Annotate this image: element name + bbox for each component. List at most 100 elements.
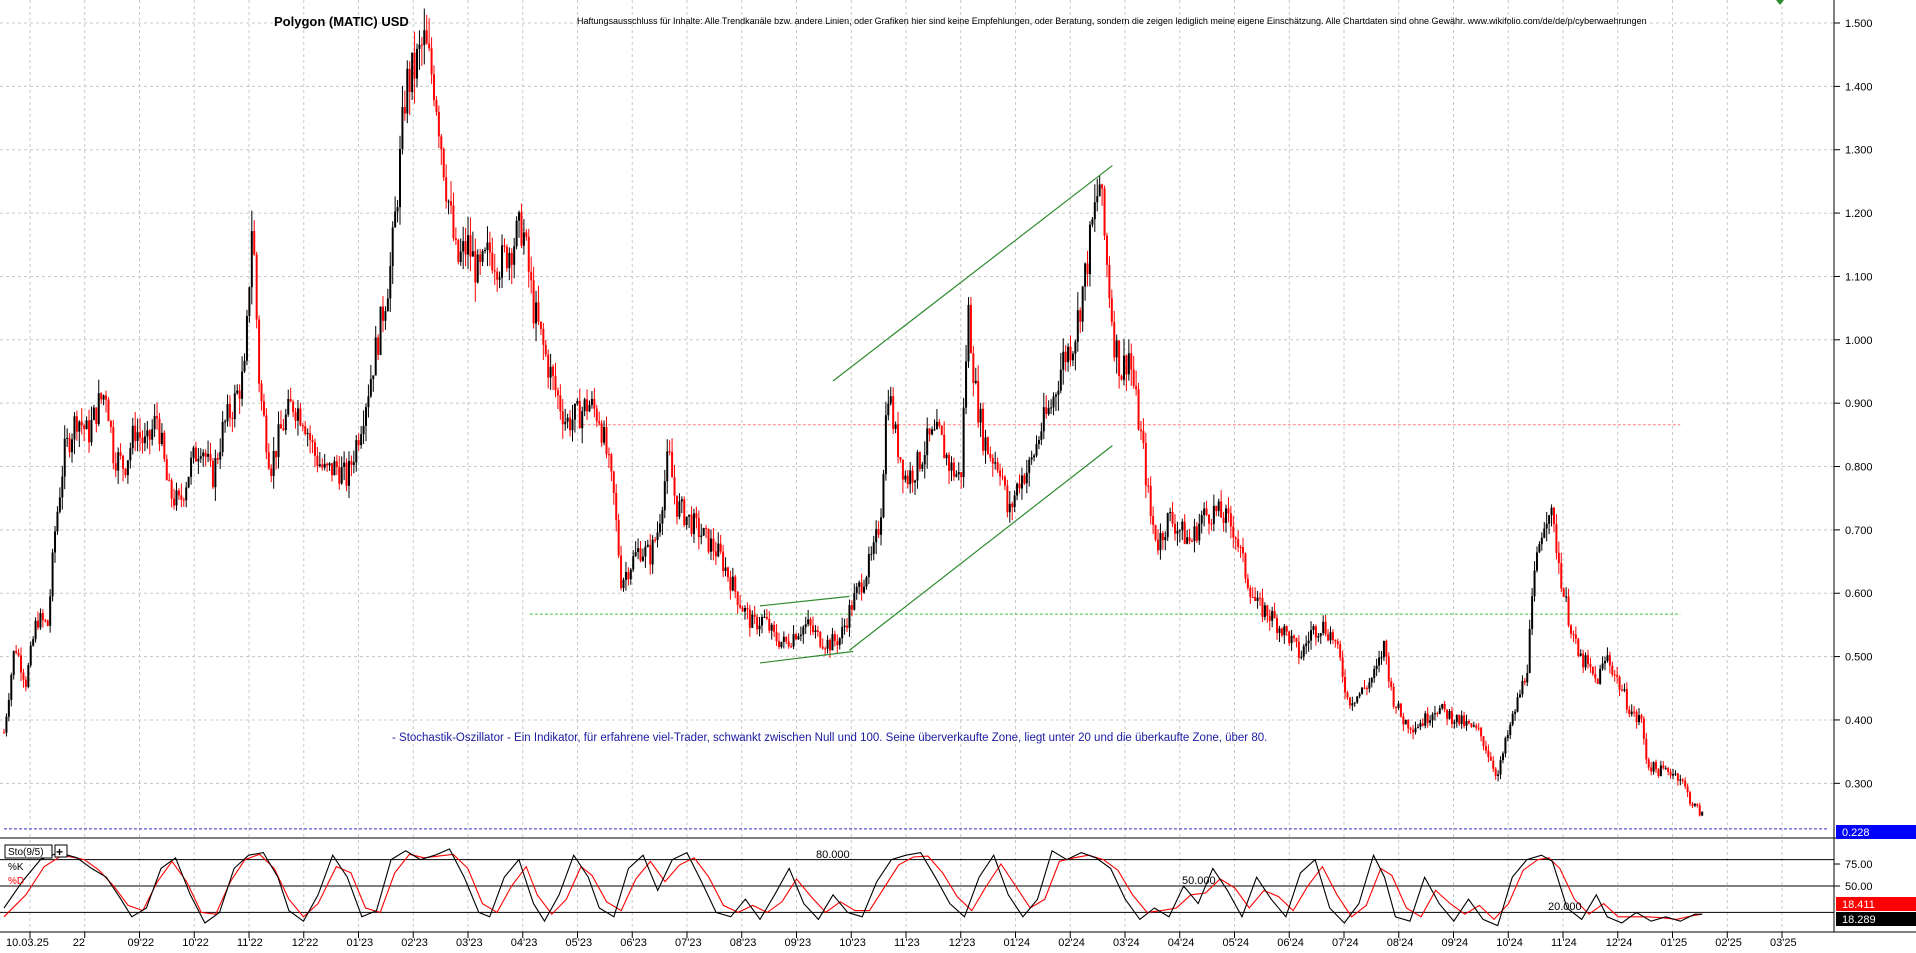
price-candle-body: [1448, 711, 1451, 719]
price-candle-body: [1033, 455, 1036, 458]
price-candle-body: [1327, 634, 1330, 641]
price-candle-body: [1186, 537, 1189, 544]
price-candle-body: [952, 462, 955, 477]
price-candle-body: [109, 421, 112, 427]
indicator-expand-button[interactable]: [54, 844, 68, 858]
price-candle-body: [1001, 476, 1004, 478]
price-candle-body: [612, 471, 615, 493]
price-candle-body: [1681, 779, 1684, 781]
price-candle-body: [1110, 298, 1113, 323]
date-tick-label: 03'25: [1770, 937, 1797, 948]
price-candle-body: [1419, 723, 1422, 727]
price-candle-body: [1412, 729, 1415, 733]
price-candle-body: [1635, 711, 1638, 723]
price-candle-body: [250, 231, 253, 288]
price-candle-body: [1208, 514, 1211, 524]
price-candle-body: [1363, 687, 1366, 689]
price-candle-body: [1584, 655, 1587, 668]
price-candle-body: [141, 437, 144, 444]
price-candle-body: [1523, 680, 1526, 683]
price-candle-body: [1426, 713, 1429, 723]
price-candle-body: [1599, 668, 1602, 684]
price-candle-body: [1346, 692, 1349, 698]
price-candle-body: [1399, 703, 1402, 717]
price-candle-body: [282, 428, 285, 431]
price-candle-body: [255, 254, 258, 320]
price-candle-body: [1166, 513, 1169, 538]
price-candle-body: [1101, 184, 1104, 189]
price-candle-body: [637, 548, 640, 553]
price-candle-body: [231, 417, 234, 420]
date-tick-label: 08'24: [1387, 937, 1414, 948]
price-candle-body: [1052, 396, 1055, 408]
price-candle-body: [265, 415, 268, 453]
price-candle-body: [967, 304, 970, 362]
price-candle-body: [559, 395, 562, 412]
price-candle-body: [1446, 709, 1449, 719]
price-candle-body: [858, 582, 861, 587]
price-candle-body: [1465, 721, 1468, 726]
indicator-label-box[interactable]: [4, 844, 53, 859]
price-candle-body: [1492, 760, 1495, 769]
date-tick-label: 01'23: [347, 937, 374, 948]
price-candle-body: [1025, 472, 1028, 484]
price-candle-body: [1521, 680, 1524, 695]
price-candle-body: [153, 416, 156, 430]
price-candle-body: [1305, 643, 1308, 647]
date-tick-label: 02'24: [1058, 937, 1085, 948]
price-candle-body: [1506, 735, 1509, 739]
price-candle-body: [503, 245, 506, 247]
price-candle-body: [435, 100, 438, 113]
price-candle-body: [1054, 394, 1057, 397]
date-tick-label: 02'25: [1715, 937, 1742, 948]
price-candle-body: [491, 252, 494, 271]
price-candle-body: [211, 460, 214, 488]
price-candle-body: [260, 383, 263, 402]
price-candle-body: [1630, 711, 1633, 715]
date-tick-label: 07'23: [675, 937, 702, 948]
date-tick-label: 09'23: [785, 937, 812, 948]
price-candle-body: [1045, 407, 1048, 415]
price-candle-body: [56, 511, 59, 532]
price-candle-body: [66, 437, 69, 439]
price-candle-body: [498, 277, 501, 280]
price-candle-body: [773, 624, 776, 632]
price-candle-body: [1125, 355, 1128, 375]
price-candle-body: [122, 455, 125, 469]
price-candle-body: [219, 452, 222, 460]
price-candle-body: [1122, 355, 1125, 380]
price-candle-body: [1569, 625, 1572, 634]
price-candle-body: [712, 538, 715, 552]
price-candle-body: [1152, 516, 1155, 525]
price-candle-body: [831, 634, 834, 651]
date-tick-label: 02'23: [401, 937, 428, 948]
price-candle-body: [1467, 721, 1470, 724]
price-candle-body: [1625, 689, 1628, 710]
price-candle-body: [1062, 351, 1065, 370]
price-candle-body: [131, 425, 134, 449]
price-candle-body: [1696, 803, 1699, 806]
price-candle-body: [430, 48, 433, 75]
price-candle-body: [156, 416, 159, 419]
price-candle-body: [1319, 633, 1322, 637]
price-candle-body: [1484, 746, 1487, 751]
price-candle-body: [530, 271, 533, 281]
price-candle-body: [245, 316, 248, 361]
price-candle-body: [1047, 408, 1050, 415]
price-candle-body: [143, 436, 146, 444]
price-candle-body: [1409, 728, 1412, 730]
price-candle-body: [1689, 792, 1692, 804]
price-candle-body: [617, 520, 620, 556]
price-candle-body: [1285, 626, 1288, 632]
price-candle-body: [863, 586, 866, 593]
price-candle-body: [1173, 523, 1176, 534]
price-candle-body: [583, 399, 586, 412]
price-candle-body: [797, 636, 800, 640]
price-candle-body: [1497, 774, 1500, 776]
date-tick-label: 10.03.25: [6, 937, 49, 948]
price-candle-body: [1441, 703, 1444, 709]
price-candle-body: [1385, 640, 1388, 657]
price-candle-body: [1370, 678, 1373, 683]
price-candle-body: [518, 212, 521, 221]
price-candle-body: [678, 501, 681, 517]
